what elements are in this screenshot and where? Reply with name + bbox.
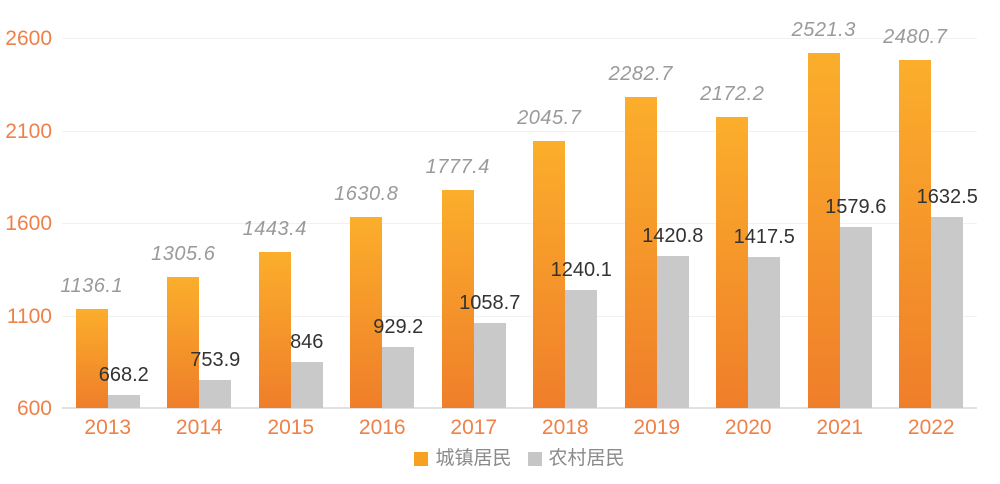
x-tick-label: 2022 xyxy=(907,416,955,439)
gridline xyxy=(62,223,977,224)
urban-bar xyxy=(533,140,566,408)
rural-bar xyxy=(382,347,415,408)
x-tick-label: 2016 xyxy=(358,416,406,439)
x-tick-label: 2015 xyxy=(267,416,315,439)
x-tick-label: 2018 xyxy=(541,416,589,439)
gridline xyxy=(62,38,977,39)
urban-value-label: 2172.2 xyxy=(700,83,765,106)
urban-value-label: 2282.7 xyxy=(608,62,673,85)
rural-bar xyxy=(565,289,598,408)
urban-legend-swatch-icon xyxy=(414,451,429,466)
urban-bar xyxy=(899,60,932,408)
rural-value-label: 1240.1 xyxy=(550,258,612,281)
rural-bar xyxy=(748,256,781,408)
x-tick-label: 2013 xyxy=(84,416,132,439)
y-tick-label: 1100 xyxy=(6,304,52,328)
rural-bar xyxy=(473,323,506,408)
legend-item-rural: 农村居民 xyxy=(527,448,625,469)
urban-value-label: 1630.8 xyxy=(334,183,399,206)
rural-bar xyxy=(839,226,872,408)
rural-bar xyxy=(931,216,964,408)
rural-value-label: 929.2 xyxy=(373,316,424,339)
y-tick-label: 600 xyxy=(16,397,52,420)
urban-value-label: 1777.4 xyxy=(425,156,490,179)
gridline xyxy=(62,315,977,317)
urban-bar xyxy=(624,96,657,408)
rural-bar xyxy=(656,256,689,408)
rural-bar xyxy=(107,395,140,408)
urban-legend-label: 城镇居民 xyxy=(435,448,512,469)
rural-legend-swatch-icon xyxy=(527,451,542,466)
rural-value-label: 668.2 xyxy=(98,364,149,387)
urban-value-label: 1136.1 xyxy=(60,274,124,297)
urban-bar xyxy=(167,277,200,408)
rural-value-label: 1579.6 xyxy=(825,195,887,218)
rural-legend-label: 农村居民 xyxy=(548,448,625,469)
urban-value-label: 1443.4 xyxy=(242,217,307,240)
rural-bar xyxy=(199,379,232,408)
rural-value-label: 1417.5 xyxy=(733,225,795,248)
urban-bar xyxy=(441,190,474,408)
x-tick-label: 2021 xyxy=(816,416,864,439)
urban-value-label: 2045.7 xyxy=(517,106,582,129)
urban-bar xyxy=(258,251,291,408)
urban-bar xyxy=(716,117,749,408)
urban-value-label: 2521.3 xyxy=(791,18,856,41)
urban-bar xyxy=(75,308,108,408)
urban-bar xyxy=(350,217,383,408)
urban-value-label: 2480.7 xyxy=(883,26,948,49)
rural-value-label: 753.9 xyxy=(190,348,241,371)
legend-item-urban: 城镇居民 xyxy=(414,448,512,469)
rural-value-label: 846 xyxy=(290,331,324,354)
urban-bar xyxy=(807,52,840,408)
rural-value-label: 1632.5 xyxy=(916,185,978,208)
y-tick-label: 2100 xyxy=(5,119,52,143)
x-tick-label: 2014 xyxy=(175,416,223,439)
legend: 城镇居民 农村居民 xyxy=(62,449,977,468)
rural-bar xyxy=(290,362,323,408)
y-tick-label: 2600 xyxy=(5,27,52,50)
rural-value-label: 1058.7 xyxy=(459,292,521,315)
x-tick-label: 2020 xyxy=(724,416,772,439)
x-tick-label: 2019 xyxy=(633,416,681,439)
gridline xyxy=(62,130,977,132)
x-axis-line xyxy=(62,407,977,409)
urban-value-label: 1305.6 xyxy=(151,243,216,266)
x-tick-label: 2017 xyxy=(450,416,498,439)
y-tick-label: 1600 xyxy=(5,212,52,235)
rural-value-label: 1420.8 xyxy=(642,225,704,248)
